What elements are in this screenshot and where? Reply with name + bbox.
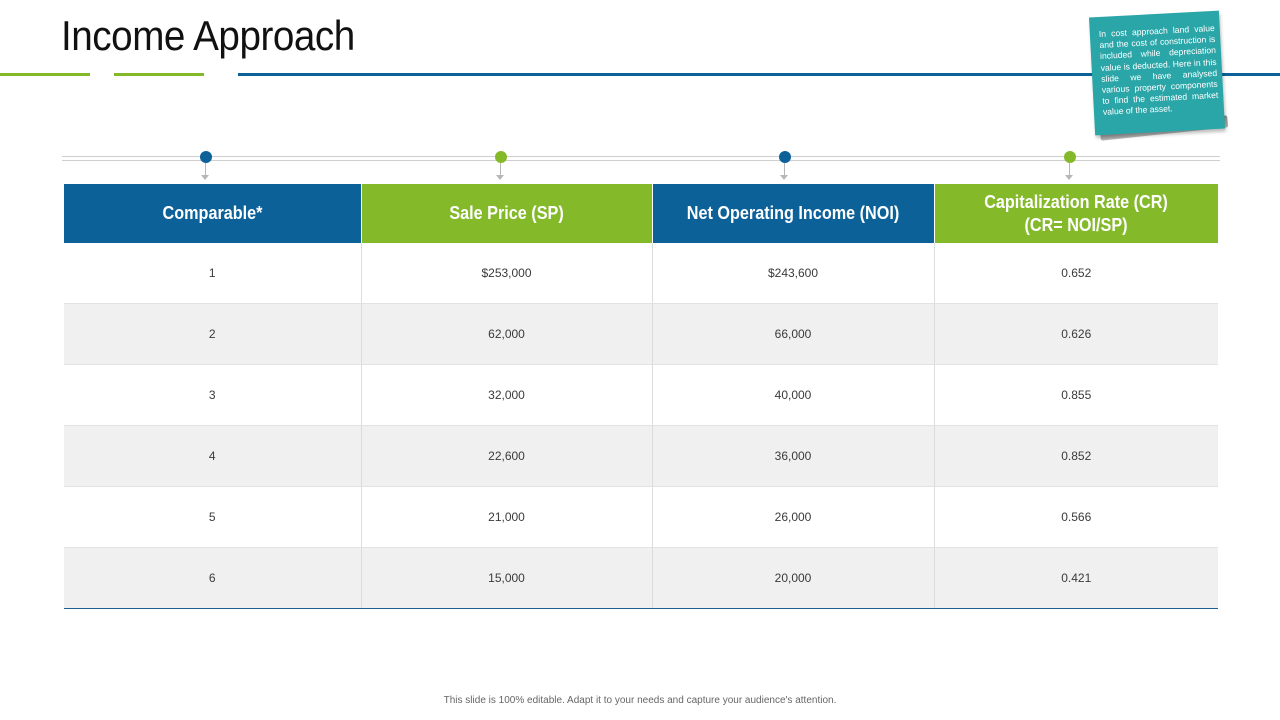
header-cr-label: Capitalization Rate (CR) [984, 191, 1169, 212]
cell-sale-price: 15,000 [361, 547, 653, 609]
table-header-row: Comparable* Sale Price (SP) Net Operatin… [64, 184, 1218, 243]
cell-cap-rate: 0.421 [934, 547, 1218, 609]
title-underline-blue [238, 73, 1280, 76]
cell-cap-rate: 0.566 [934, 486, 1218, 548]
down-arrow-icon [496, 175, 504, 180]
cell-sale-price: $253,000 [361, 243, 653, 304]
cell-comparable: 5 [64, 486, 362, 548]
connector-node-3 [779, 151, 791, 163]
cell-cap-rate: 0.852 [934, 425, 1218, 487]
cell-comparable: 3 [64, 364, 362, 426]
header-capitalization-rate: Capitalization Rate (CR) (CR= NOI/SP) [934, 184, 1218, 243]
cell-noi: 26,000 [652, 486, 935, 548]
cell-comparable: 2 [64, 303, 362, 365]
down-arrow-icon [201, 175, 209, 180]
slide-title: Income Approach [61, 12, 355, 59]
table-row: 3 32,000 40,000 0.855 [64, 364, 1218, 426]
cell-sale-price: 21,000 [361, 486, 653, 548]
header-comparable-label: Comparable* [162, 203, 263, 223]
cell-cap-rate: 0.626 [934, 303, 1218, 365]
cell-comparable: 4 [64, 425, 362, 487]
cell-comparable: 6 [64, 547, 362, 609]
header-sale-price: Sale Price (SP) [361, 184, 653, 243]
title-accent-green-right [114, 73, 204, 76]
cell-cap-rate: 0.652 [934, 243, 1218, 304]
income-approach-table: Comparable* Sale Price (SP) Net Operatin… [64, 184, 1218, 609]
cell-noi: 20,000 [652, 547, 935, 609]
connector-node-4 [1064, 151, 1076, 163]
connector-stem-1 [205, 163, 206, 175]
sticky-note-text: In cost approach land value and the cost… [1098, 22, 1219, 118]
connector-node-2 [495, 151, 507, 163]
header-sale-price-label: Sale Price (SP) [449, 203, 564, 223]
table-row: 4 22,600 36,000 0.852 [64, 425, 1218, 487]
down-arrow-icon [780, 175, 788, 180]
table-row: 5 21,000 26,000 0.566 [64, 486, 1218, 548]
table-row: 1 $253,000 $243,600 0.652 [64, 243, 1218, 304]
sticky-note: In cost approach land value and the cost… [1089, 10, 1225, 136]
cell-noi: $243,600 [652, 243, 935, 304]
header-cr-formula: (CR= NOI/SP) [1024, 214, 1128, 235]
connector-stem-2 [500, 163, 501, 175]
connector-line-top [62, 156, 1220, 157]
header-comparable: Comparable* [64, 184, 362, 243]
down-arrow-icon [1065, 175, 1073, 180]
cell-noi: 40,000 [652, 364, 935, 426]
header-noi-label: Net Operating Income (NOI) [686, 203, 900, 223]
header-net-operating-income: Net Operating Income (NOI) [652, 184, 935, 243]
connector-stem-3 [784, 163, 785, 175]
cell-noi: 66,000 [652, 303, 935, 365]
cell-cap-rate: 0.855 [934, 364, 1218, 426]
slide-footer: This slide is 100% editable. Adapt it to… [443, 695, 837, 706]
table-row: 2 62,000 66,000 0.626 [64, 303, 1218, 365]
cell-comparable: 1 [64, 243, 362, 304]
cell-noi: 36,000 [652, 425, 935, 487]
title-accent-green-left [0, 73, 90, 76]
connector-node-1 [200, 151, 212, 163]
cell-sale-price: 32,000 [361, 364, 653, 426]
table-row: 6 15,000 20,000 0.421 [64, 547, 1218, 609]
connector-line-bottom [62, 160, 1220, 161]
cell-sale-price: 22,600 [361, 425, 653, 487]
connector-stem-4 [1069, 163, 1070, 175]
cell-sale-price: 62,000 [361, 303, 653, 365]
